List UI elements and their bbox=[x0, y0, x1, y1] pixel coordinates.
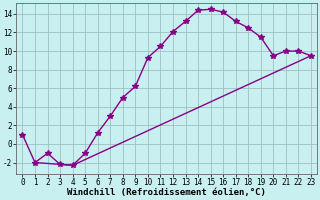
X-axis label: Windchill (Refroidissement éolien,°C): Windchill (Refroidissement éolien,°C) bbox=[67, 188, 266, 197]
